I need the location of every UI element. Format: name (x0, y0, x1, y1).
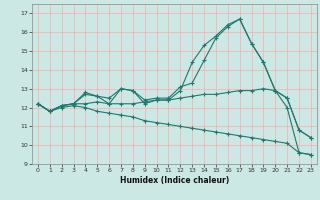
X-axis label: Humidex (Indice chaleur): Humidex (Indice chaleur) (120, 176, 229, 185)
